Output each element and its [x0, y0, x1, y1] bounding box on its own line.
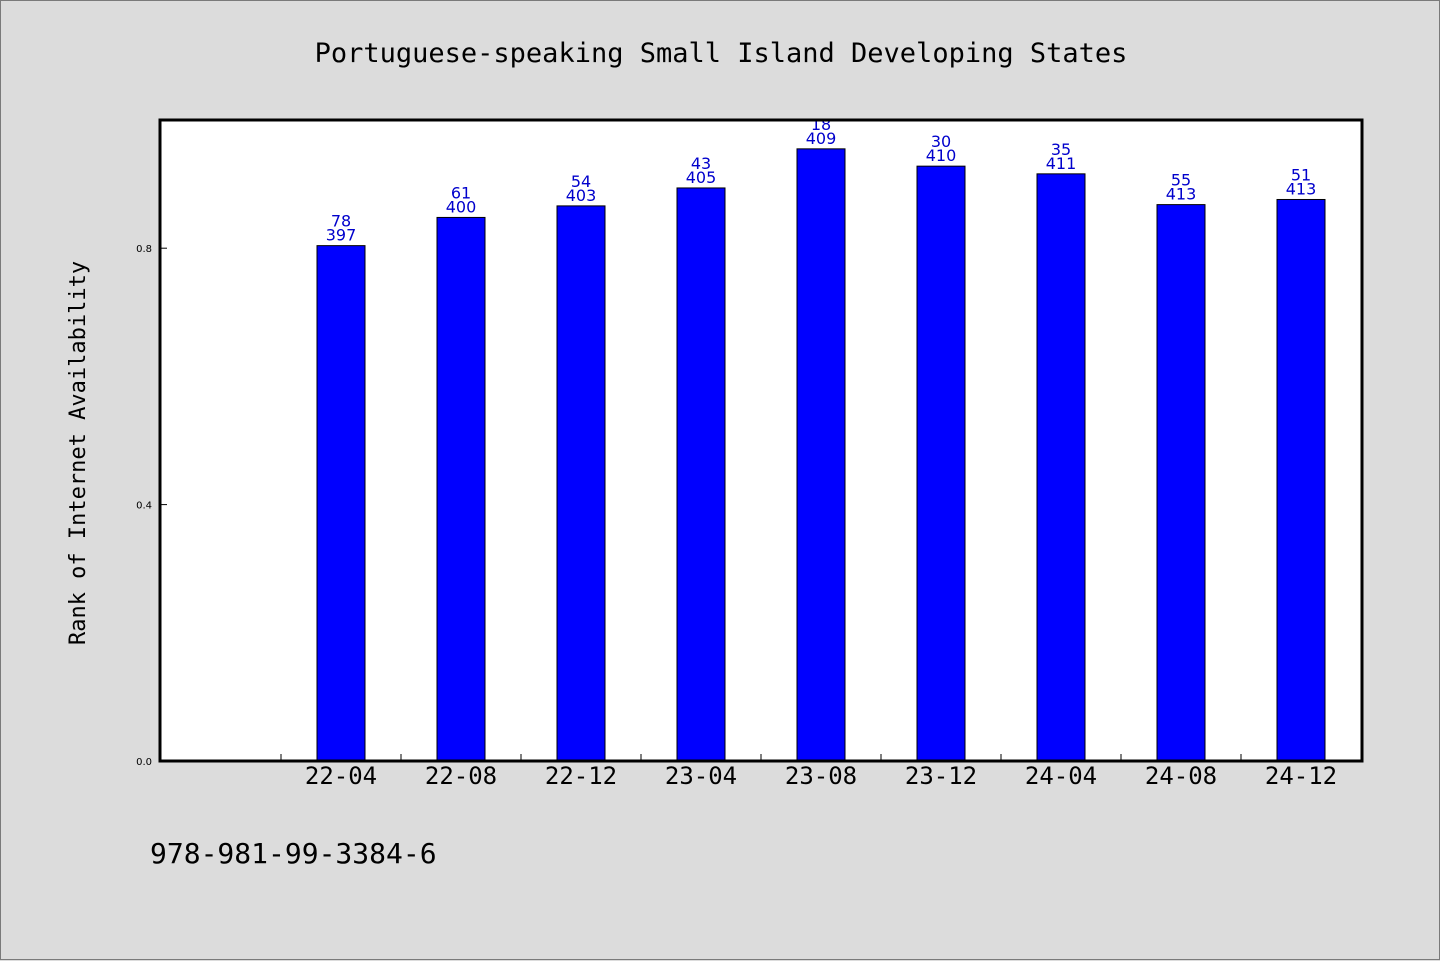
y-axis-label: Rank of Internet Availability: [66, 261, 91, 645]
data-label-rank-total: 405: [686, 168, 717, 187]
y-tick-label: 0.8: [136, 244, 152, 255]
footnote-isbn: 978-981-99-3384-6: [150, 837, 437, 870]
x-tick-label: 23-12: [905, 762, 977, 790]
bar-24-08: [1156, 204, 1206, 762]
bar-22-08: [436, 216, 486, 762]
bar-24-04: [1036, 173, 1086, 762]
bar-23-08: [796, 148, 846, 762]
data-label-rank: 30: [931, 132, 951, 151]
x-tick-label: 24-04: [1025, 762, 1097, 790]
data-label-rank: 51: [1291, 165, 1311, 184]
x-tick-label: 24-08: [1145, 762, 1217, 790]
chart-title: Portuguese-speaking Small Island Develop…: [315, 38, 1128, 69]
data-label-rank: 78: [331, 212, 351, 231]
bar-23-04: [676, 187, 726, 762]
data-label-rank: 43: [691, 154, 711, 173]
x-tick-label: 22-08: [425, 762, 497, 790]
data-label-rank: 54: [571, 172, 591, 191]
bar-22-12: [556, 205, 606, 762]
x-tick-label: 23-04: [665, 762, 737, 790]
data-label-rank: 61: [451, 183, 471, 202]
data-label-rank-total: 410: [926, 146, 957, 165]
bars: [316, 148, 1326, 762]
x-tick-label: 22-12: [545, 762, 617, 790]
data-label-rank: 18: [811, 115, 831, 134]
bar-24-12: [1276, 198, 1326, 762]
bar-23-12: [916, 165, 966, 762]
axis-ticks: 0.0 0.4 0.8 22-04 22-08 22-12 23-04 23-08 23-12 2…: [136, 244, 1362, 790]
data-label-rank-total: 397: [326, 226, 357, 245]
data-label-rank-total: 403: [566, 186, 597, 205]
y-tick-label: 0.4: [136, 501, 152, 512]
data-label-rank-total: 413: [1286, 179, 1317, 198]
plot-border: [158, 118, 1364, 763]
bar-22-04: [316, 245, 366, 762]
data-label-rank-total: 400: [446, 197, 477, 216]
data-label-rank: 35: [1051, 140, 1071, 159]
data-label-rank-total: 413: [1166, 185, 1197, 204]
data-label-rank-total: 411: [1046, 154, 1077, 173]
data-label-rank: 55: [1171, 171, 1191, 190]
data-label-rank-total: 409: [806, 129, 837, 148]
x-tick-label: 24-12: [1265, 762, 1337, 790]
x-tick-label: 22-04: [305, 762, 377, 790]
y-tick-label: 0.0: [136, 757, 152, 768]
x-tick-label: 23-08: [785, 762, 857, 790]
